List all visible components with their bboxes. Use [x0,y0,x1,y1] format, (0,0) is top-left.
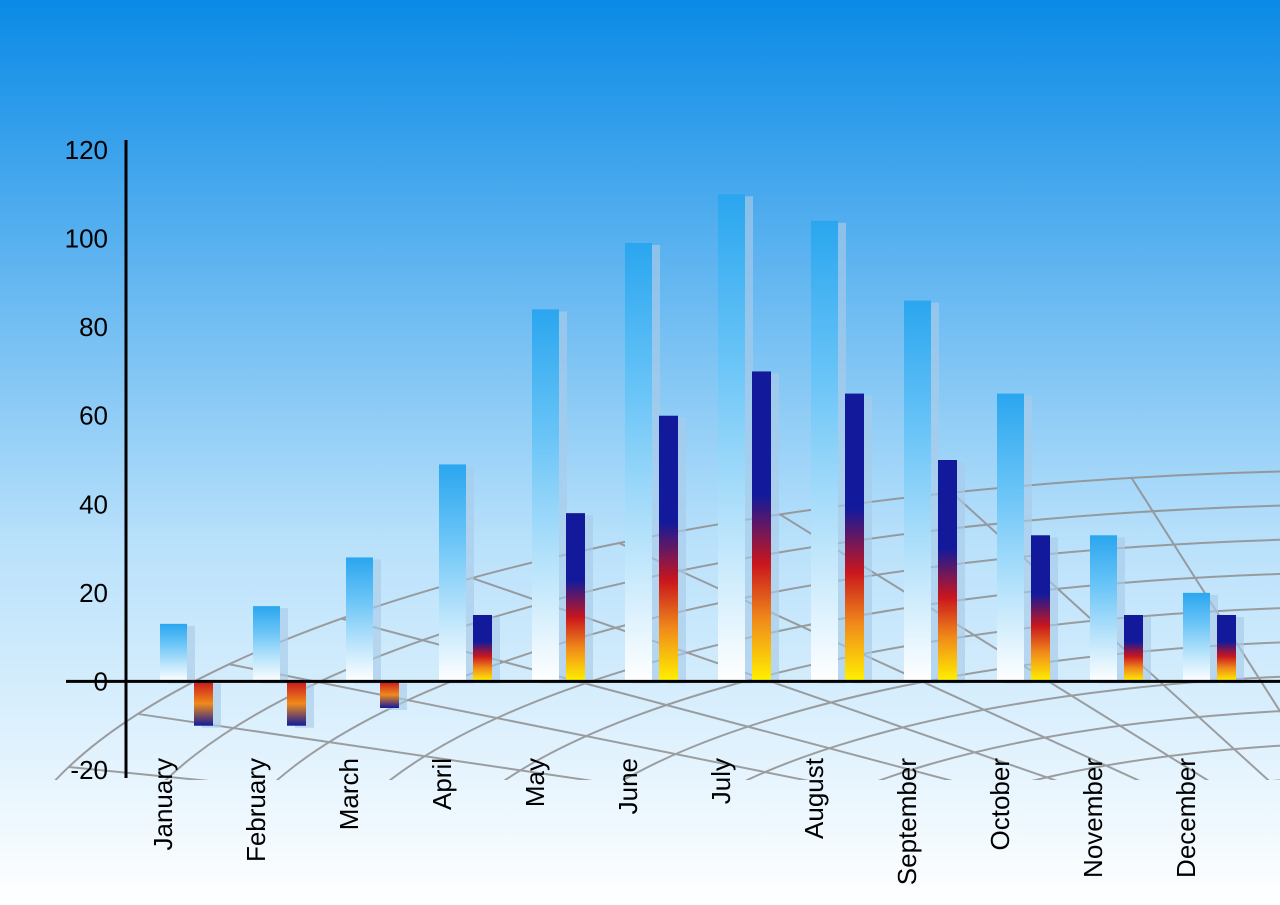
primary-bar [1183,593,1210,682]
y-tick-label: 0 [94,666,108,696]
secondary-bar [1124,615,1143,681]
category-label: November [1078,758,1108,878]
primary-bar [160,624,187,682]
chart-stage: -20 0 20 40 60 80 100 120 January February March Ap… [0,0,1280,905]
primary-bar [625,243,652,681]
secondary-bar [752,371,771,681]
secondary-bar [1217,615,1236,681]
y-tick-label: 80 [79,312,108,342]
secondary-bar [473,615,492,681]
secondary-bar [845,394,864,682]
category-label: March [334,758,364,830]
secondary-bar [1031,535,1050,681]
secondary-bar [566,513,585,681]
category-label: September [892,758,922,886]
category-label: August [799,757,829,839]
category-label: January [148,758,178,851]
primary-bar [532,309,559,681]
category-label: December [1171,758,1201,878]
y-tick-label: 60 [79,401,108,431]
secondary-bar [938,460,957,681]
primary-bar [346,557,373,681]
secondary-bar [194,681,213,725]
primary-bar [439,464,466,681]
category-label: February [241,758,271,862]
primary-bar [1090,535,1117,681]
y-tick-label: 100 [65,224,108,254]
y-tick-label: -20 [70,755,108,785]
secondary-bar [659,416,678,682]
primary-bar [997,394,1024,682]
category-label: April [427,758,457,810]
y-tick-label: 20 [79,578,108,608]
category-label: October [985,758,1015,851]
y-tick-label: 40 [79,489,108,519]
secondary-bar [380,681,399,708]
primary-bar [718,194,745,681]
secondary-bar [287,681,306,725]
category-label: May [520,758,550,807]
y-tick-label: 120 [65,135,108,165]
primary-bar [904,301,931,682]
category-label: July [706,758,736,804]
chart-svg: -20 0 20 40 60 80 100 120 January February March Ap… [0,0,1280,905]
primary-bar [811,221,838,682]
category-label: June [613,758,643,814]
primary-bar [253,606,280,681]
